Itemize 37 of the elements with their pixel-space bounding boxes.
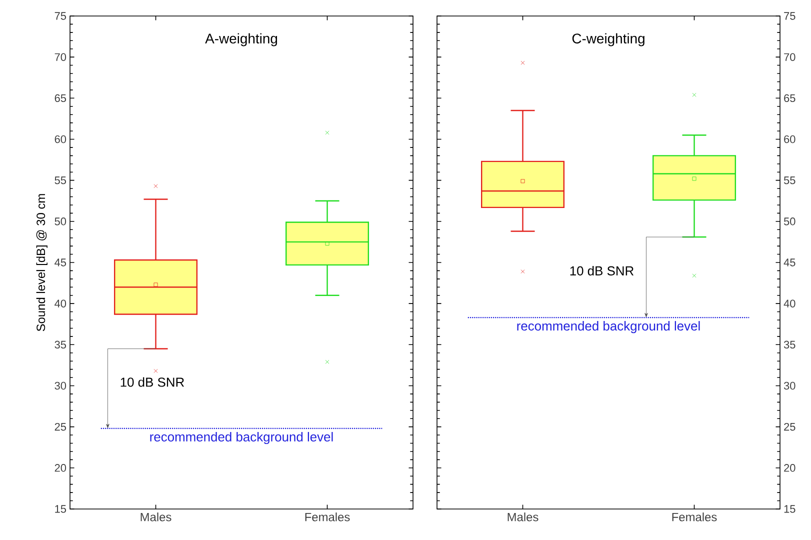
y-tick-label: 70 [54,53,66,61]
y-axis-title: Sound level [dB] @ 30 cm [36,194,48,332]
x-tick-label: Females [672,512,717,522]
y-tick-label: 20 [54,464,66,472]
y-tick-label: 35 [54,340,66,349]
y-tick-label: 20 [784,464,796,472]
y-tick-label: 35 [784,340,796,349]
y-tick-label: 65 [784,94,796,102]
x-tick-label: Females [305,512,350,522]
x-tick-label: Males [508,512,538,522]
y-tick-label: 55 [784,176,796,184]
text: C-weighting [572,33,644,46]
y-tick-label: 70 [784,53,796,61]
y-tick-label: 55 [54,176,66,184]
annotation: 10 dB SNR [120,377,184,387]
y-tick-label: 75 [54,12,66,20]
y-tick-label: 60 [784,135,796,144]
x-tick-label: Males [140,512,172,522]
y-tick-label: 45 [784,258,796,266]
y-tick-label: 15 [784,505,796,513]
y-tick-label: 15 [55,505,66,513]
ref-line-label: recommended background level [517,321,700,334]
y-tick-label: 30 [54,382,66,390]
y-tick-label: 50 [54,218,66,226]
y-tick-label: 40 [54,300,66,308]
y-tick-label: 40 [784,300,796,308]
y-tick-label: 60 [54,135,66,144]
y-tick-label: 75 [784,12,796,20]
y-tick-label: 25 [784,422,796,431]
ref-line-label: recommended background level [150,432,333,444]
y-tick-label: 50 [784,218,796,226]
y-tick-label: 30 [784,382,796,390]
y-tick-label: 65 [54,94,66,102]
text: A-weighting [205,33,278,46]
y-tick-label: 45 [54,258,66,266]
annotation: 10 dB SNR [570,266,634,276]
y-tick-label: 25 [54,422,66,431]
